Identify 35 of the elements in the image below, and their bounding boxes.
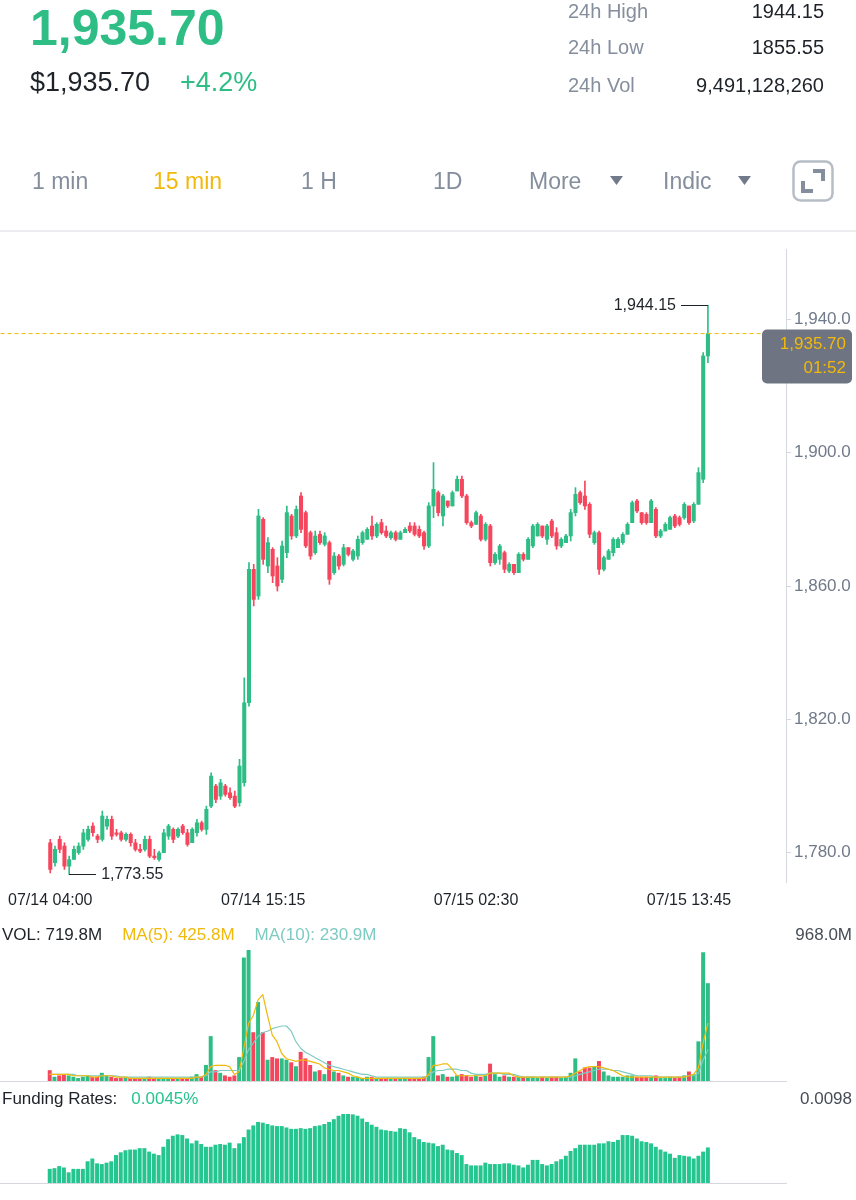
text: $1,935.70	[30, 66, 151, 98]
x-tick-label: 07/15 13:45	[646, 890, 732, 908]
text: 1,935.70	[30, 0, 225, 58]
text: More	[529, 167, 582, 195]
x-tick-label: 07/14 15:15	[220, 890, 306, 908]
ref-line-label: 1,935.70	[779, 334, 846, 354]
x-tick-label: 07/15 02:30	[433, 890, 519, 908]
annotation: 1,773.55	[101, 864, 164, 882]
text: 01:52	[803, 358, 846, 378]
chart-title: VOL: 719.8M	[2, 924, 103, 944]
x-tick-label: 07/14 04:00	[8, 890, 93, 908]
y-tick-label: 1,900.0	[794, 442, 851, 462]
text: 24h Low	[568, 35, 644, 59]
y-tick-label: 1,780.0	[794, 842, 851, 862]
text: 15 min	[153, 167, 223, 195]
text: Indic	[663, 167, 712, 195]
y-tick-label: 1,940.0	[794, 308, 851, 328]
annotation: 1,944.15	[613, 295, 677, 313]
text: 9,491,128,260	[696, 73, 824, 97]
text: 1944.15	[751, 0, 824, 23]
y-tick-label: 1,820.0	[794, 709, 851, 729]
text: 1 H	[301, 167, 337, 195]
text: 968.0M	[795, 924, 852, 944]
text: 1D	[433, 167, 463, 195]
text: MA(10): 230.9M	[254, 924, 377, 944]
text: 0.0045%	[131, 1088, 199, 1108]
text: 1 min	[32, 167, 89, 195]
text: +4.2%	[180, 66, 258, 98]
chart-title: Funding Rates:	[2, 1088, 118, 1108]
text: 24h High	[568, 0, 649, 23]
text: 1855.55	[751, 35, 824, 59]
text: MA(5): 425.8M	[122, 924, 235, 944]
y-tick-label: 1,860.0	[794, 575, 851, 595]
text: 24h Vol	[568, 73, 635, 97]
text: 0.0098	[800, 1088, 852, 1108]
